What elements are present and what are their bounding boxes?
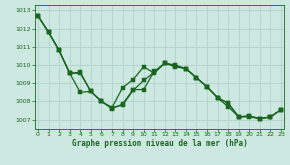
X-axis label: Graphe pression niveau de la mer (hPa): Graphe pression niveau de la mer (hPa) xyxy=(72,139,247,148)
